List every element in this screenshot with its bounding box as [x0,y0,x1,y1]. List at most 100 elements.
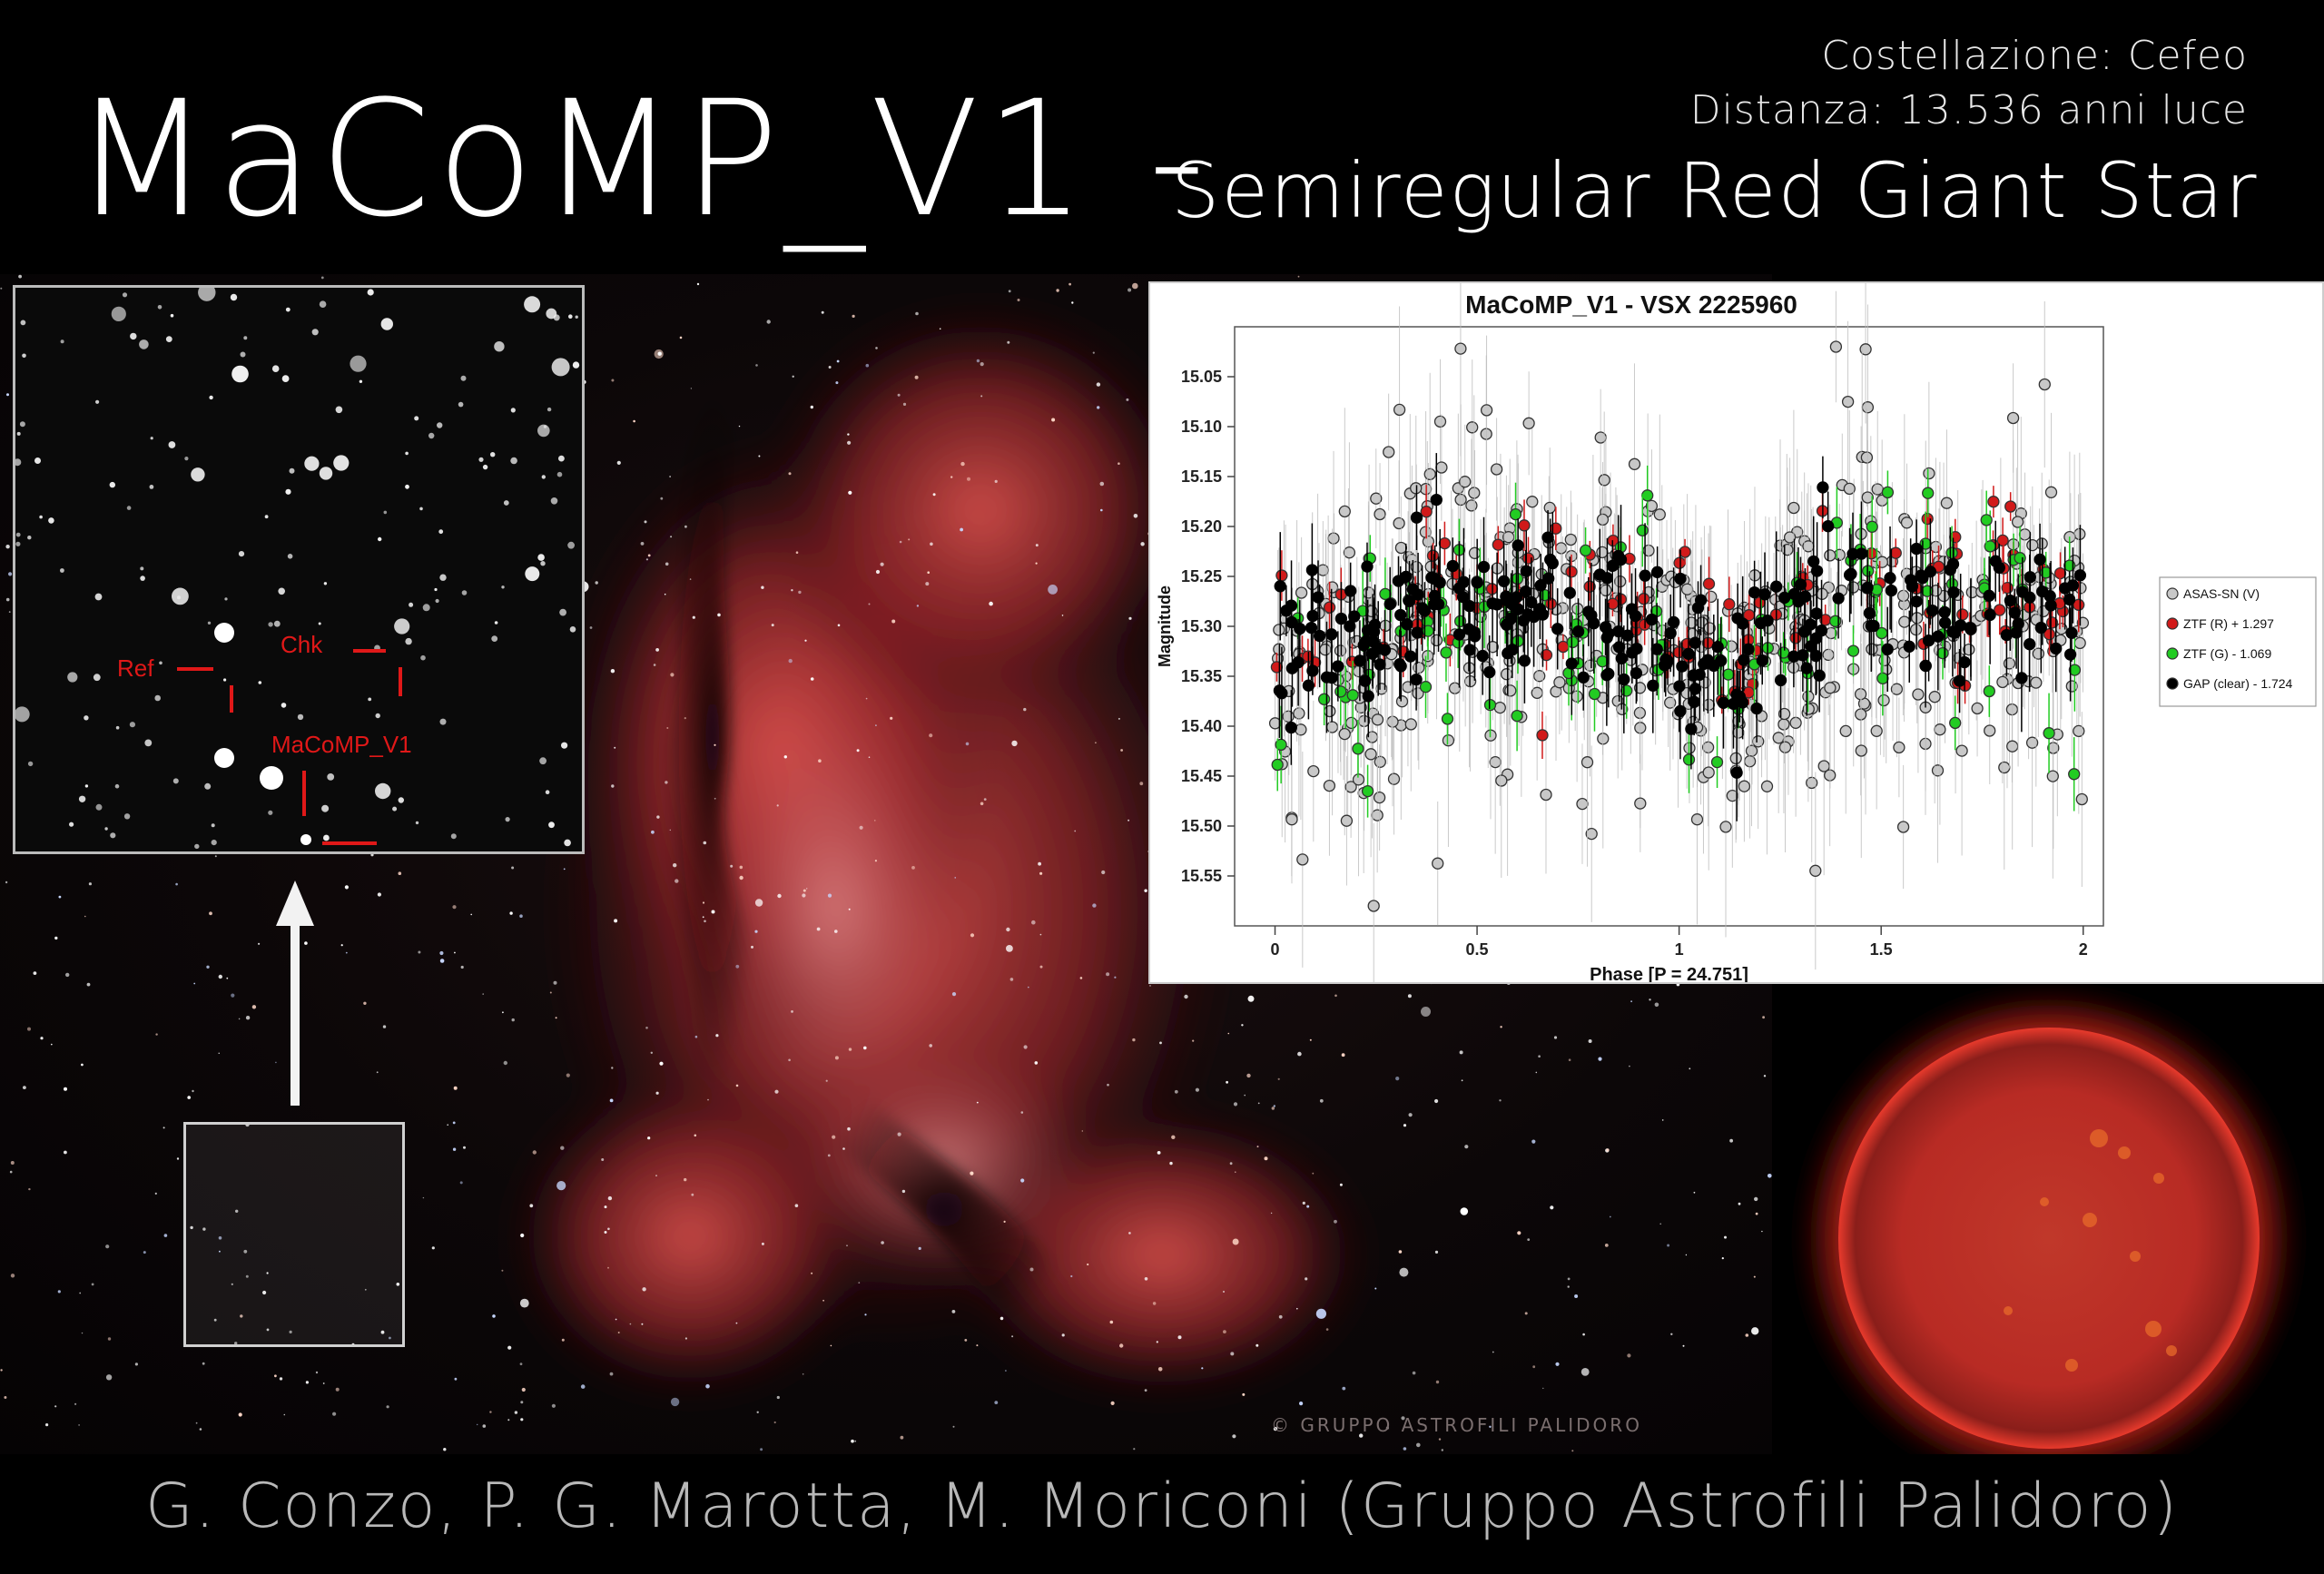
data-point [1593,568,1606,581]
finder-star [204,782,212,790]
data-point [1931,764,1945,777]
star [283,1413,286,1416]
star [1241,1024,1244,1027]
star [202,1362,205,1365]
star [856,749,860,753]
data-point [1313,629,1326,643]
star [875,724,877,726]
star [650,1051,653,1054]
star [262,1290,267,1295]
data-point [1817,481,1829,494]
finder-star [420,654,426,661]
finder-star [405,451,409,456]
star [900,1435,904,1440]
star [858,1282,861,1284]
star [1434,1098,1439,1104]
data-point [1404,718,1417,731]
data-point [1807,555,1820,568]
star [1257,1102,1260,1105]
finder-star [318,622,321,625]
data-point [1846,547,1859,560]
data-point [1661,654,1674,667]
data-point [1483,665,1496,679]
data-point [1426,549,1440,562]
data-point [1374,658,1386,671]
star [816,927,821,931]
finder-star [84,715,89,721]
star [266,1328,270,1332]
field-of-view-box [183,1122,405,1347]
star [611,784,615,788]
finder-star [323,834,330,841]
data-point [1702,766,1715,779]
star [1171,1135,1176,1139]
star [1753,1275,1756,1278]
star [783,755,787,759]
star [874,820,876,821]
star [580,1384,586,1389]
star [86,982,91,987]
star [897,1132,901,1136]
star [960,461,965,467]
data-point [1358,674,1372,687]
star [1319,1098,1324,1103]
data-point [1682,647,1695,660]
data-point [2046,770,2059,782]
star [482,993,484,995]
data-point [1855,708,1867,721]
star [915,311,919,316]
finder-star [439,574,447,581]
star [702,901,705,904]
x-tick-label: 0 [1271,940,1280,959]
star [1627,1353,1631,1358]
star [1011,740,1018,747]
data-point [1846,644,1860,657]
data-point [1403,595,1416,607]
star [589,626,593,629]
star [243,1249,248,1254]
star [842,1147,845,1150]
star [617,1332,620,1333]
star [607,1266,609,1269]
star [1232,1238,1239,1245]
data-point [1491,598,1503,611]
data-point [2065,626,2078,639]
finder-star [94,593,103,601]
data-point [1305,564,1319,576]
star [1246,1073,1251,1078]
star [832,1135,836,1139]
data-point [1334,685,1347,698]
data-point [1555,542,1568,555]
star [64,1150,67,1155]
finder-star [439,718,447,725]
finder-star [359,379,363,383]
data-point [1638,593,1650,605]
data-point [1423,467,1436,481]
finder-star [224,597,228,601]
star [798,590,802,595]
star [868,603,871,605]
finder-star [157,305,162,310]
data-point [2038,378,2051,391]
data-point [1965,623,1977,635]
star [761,585,764,589]
finder-star [140,566,144,571]
star [218,1236,222,1240]
star [344,885,349,890]
star [1374,1287,1377,1290]
data-point [1282,710,1295,723]
star [1412,1371,1416,1375]
star [551,1403,556,1408]
data-point [1323,601,1336,614]
x-tick-label: 1 [1675,940,1684,959]
finder-star [491,635,498,642]
data-point [1415,602,1429,615]
finder-star [115,725,120,730]
star [219,1250,221,1253]
finder-star [327,773,335,781]
data-point [1295,723,1307,736]
star [1398,1250,1403,1254]
star [258,942,261,945]
star [1126,398,1129,401]
finder-markers [177,649,402,845]
